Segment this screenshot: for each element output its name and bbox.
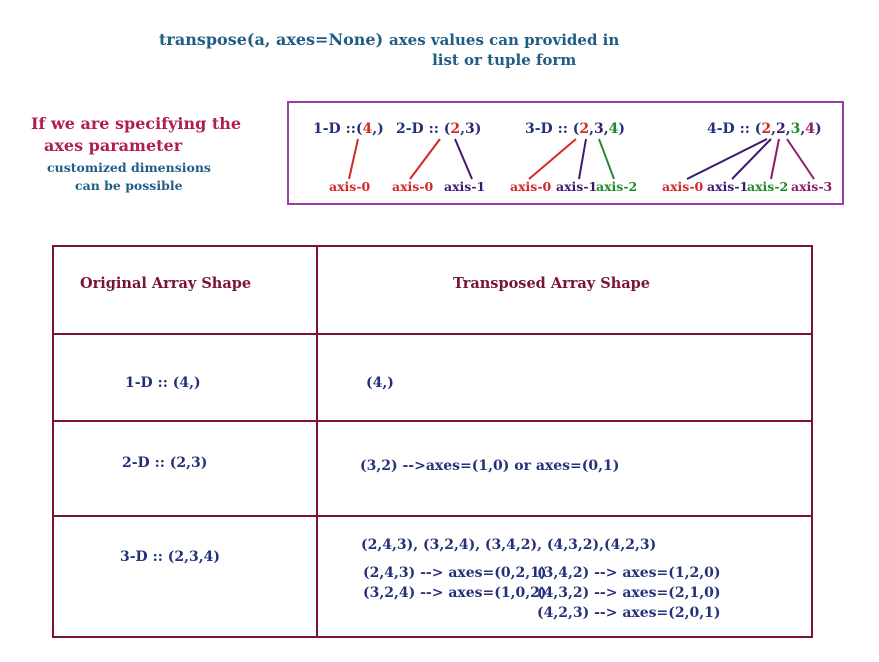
- shape-4d: 4-D :: (2,2,3,4): [707, 121, 822, 137]
- table-cell-mapping: (2,4,3) --> axes=(0,2,1): [363, 565, 547, 581]
- side-note-line1: If we are specifying the: [31, 114, 242, 133]
- connector-4d-axis1: [731, 138, 772, 180]
- table-cell-mapping: (4,2,3) --> axes=(2,0,1): [537, 605, 721, 621]
- table-cell-transposed: (4,): [366, 375, 394, 391]
- table-header-original: Original Array Shape: [80, 275, 252, 292]
- table-cell-transposed: (3,2) -->axes=(1,0) or axes=(0,1): [360, 458, 620, 474]
- axes-note-line2: list or tuple form: [432, 51, 577, 69]
- shape-2d: 2-D :: (2,3): [396, 121, 482, 137]
- shape-1d-suffix: ,): [372, 121, 384, 137]
- connector-3d-axis0: [528, 138, 577, 180]
- shape-3d-dim2: 4: [608, 121, 619, 137]
- label-3d-axis1: axis-1: [556, 179, 598, 194]
- shape-4d-suffix: ): [815, 121, 822, 137]
- connector-3d-axis2: [598, 138, 615, 180]
- shape-3d-dim0: 2: [579, 121, 590, 137]
- connector-2d-axis0: [409, 138, 441, 180]
- shape-3d-suffix: ): [618, 121, 626, 137]
- table-column-divider: [316, 247, 318, 636]
- shape-4d-dim0: 2: [761, 121, 772, 137]
- table-header-transposed: Transposed Array Shape: [453, 275, 651, 292]
- axis-connector-lines: [348, 138, 815, 180]
- shape-4d-dim3: 4: [805, 121, 816, 137]
- shape-2d-dim0: 2: [450, 121, 461, 137]
- connector-1d-axis0: [348, 138, 359, 180]
- side-note-line3: customized dimensions: [47, 160, 211, 175]
- shape-2d-prefix: 2-D :: (: [396, 121, 451, 137]
- shape-4d-dim2: 3: [790, 121, 801, 137]
- shape-3d-prefix: 3-D :: (: [525, 121, 580, 137]
- shape-1d-dim0: 4: [362, 121, 373, 137]
- function-signature: transpose(a, axes=None): [159, 30, 384, 49]
- shape-4d-dim1: 2: [776, 121, 786, 137]
- axes-note: axes values can provided in list or tupl…: [389, 30, 619, 70]
- shape-4d-prefix: 4-D :: (: [707, 121, 762, 137]
- side-note-line2: axes parameter: [44, 136, 183, 155]
- table-cell-mapping: (3,4,2) --> axes=(1,2,0): [537, 565, 721, 581]
- connector-4d-axis3: [786, 138, 815, 180]
- table-cell-transposed: (2,4,3), (3,2,4), (3,4,2), (4,3,2),(4,2,…: [361, 537, 657, 553]
- table-cell-original: 1-D :: (4,): [125, 375, 201, 391]
- table-cell-original: 3-D :: (2,3,4): [120, 549, 220, 565]
- label-3d-axis2: axis-2: [596, 179, 638, 194]
- connector-4d-axis0: [686, 138, 768, 180]
- label-4d-axis1: axis-1: [707, 179, 749, 194]
- shape-3d: 3-D :: (2,3,4): [525, 121, 626, 137]
- label-4d-axis0: axis-0: [662, 179, 704, 194]
- table-row-divider: [54, 515, 811, 517]
- shape-3d-dim1: 3: [594, 121, 604, 137]
- side-note-line4: can be possible: [75, 178, 183, 193]
- axes-diagram-box: 1-D ::(4,) 2-D :: (2,3) 3-D :: (2,3,4) 4…: [287, 101, 844, 205]
- shape-1d-prefix: 1-D ::(: [313, 121, 363, 137]
- label-2d-axis1: axis-1: [444, 179, 486, 194]
- table-cell-original: 2-D :: (2,3): [122, 455, 208, 471]
- axes-note-line1: axes values can provided in: [389, 31, 620, 49]
- label-2d-axis0: axis-0: [392, 179, 434, 194]
- table-cell-mapping: (3,2,4) --> axes=(1,0,2): [363, 585, 547, 601]
- connector-4d-axis2: [770, 138, 780, 180]
- shape-table: Original Array Shape Transposed Array Sh…: [52, 245, 813, 638]
- label-4d-axis3: axis-3: [791, 179, 833, 194]
- shape-1d: 1-D ::(4,): [313, 121, 384, 137]
- table-cell-mapping: (4,3,2) --> axes=(2,1,0): [537, 585, 721, 601]
- label-4d-axis2: axis-2: [747, 179, 789, 194]
- shape-2d-dim1: 3: [465, 121, 475, 137]
- table-row-divider: [54, 333, 811, 335]
- label-1d-axis0: axis-0: [329, 179, 371, 194]
- table-row-divider: [54, 420, 811, 422]
- connector-3d-axis1: [578, 138, 587, 180]
- label-3d-axis0: axis-0: [510, 179, 552, 194]
- connector-2d-axis1: [454, 138, 473, 180]
- shape-2d-suffix: ): [474, 121, 482, 137]
